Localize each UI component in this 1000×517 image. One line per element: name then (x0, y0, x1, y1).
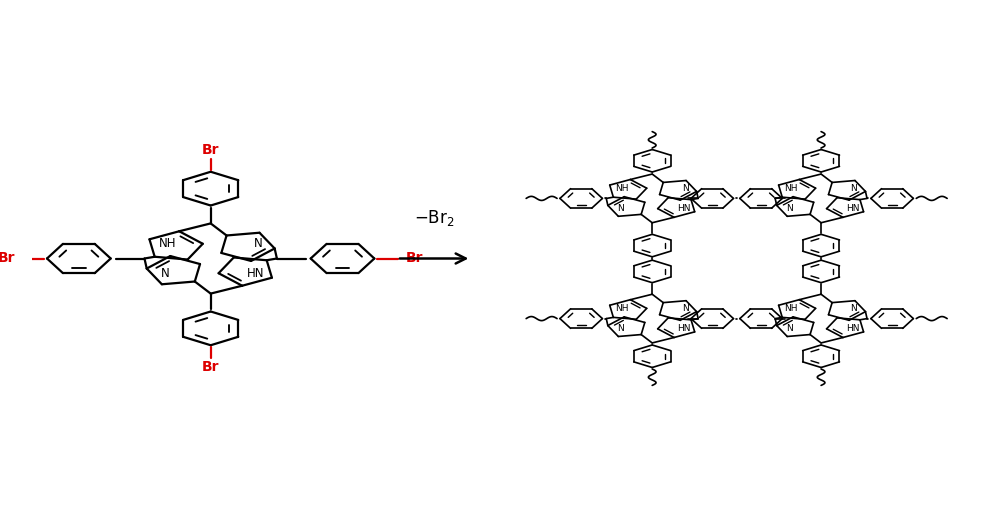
Text: N: N (851, 184, 857, 192)
Text: N: N (786, 325, 793, 333)
Text: HN: HN (846, 325, 859, 333)
Text: Br: Br (202, 360, 219, 374)
Text: N: N (682, 304, 688, 313)
Text: $-\mathrm{Br}_2$: $-\mathrm{Br}_2$ (414, 208, 454, 227)
Text: NH: NH (784, 304, 798, 313)
Text: HN: HN (677, 325, 690, 333)
Text: Br: Br (0, 251, 15, 266)
Text: N: N (161, 267, 170, 280)
Text: NH: NH (615, 304, 629, 313)
Text: NH: NH (784, 184, 798, 192)
Text: N: N (254, 237, 262, 250)
Text: N: N (786, 204, 793, 213)
Text: HN: HN (677, 204, 690, 213)
Text: N: N (617, 325, 624, 333)
Text: N: N (851, 304, 857, 313)
Text: NH: NH (615, 184, 629, 192)
Text: N: N (617, 204, 624, 213)
Text: Br: Br (406, 251, 424, 266)
Text: NH: NH (158, 237, 176, 250)
Text: Br: Br (202, 143, 219, 157)
Text: HN: HN (247, 267, 265, 280)
Text: N: N (682, 184, 688, 192)
Text: HN: HN (846, 204, 859, 213)
